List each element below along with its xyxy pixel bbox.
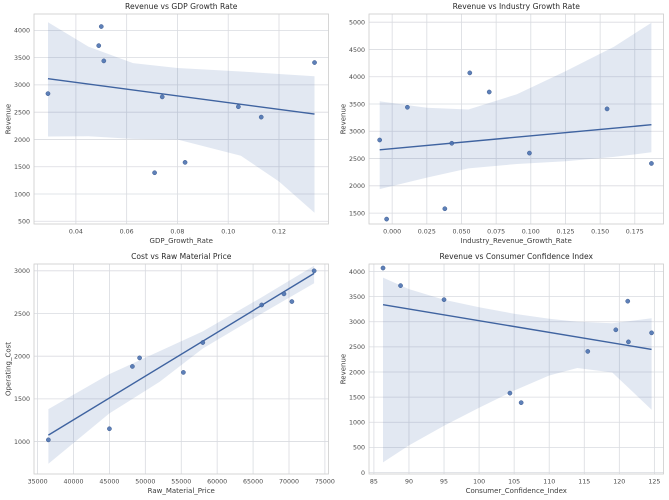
svg-text:120: 120 — [613, 479, 625, 486]
svg-text:0.175: 0.175 — [625, 229, 643, 236]
svg-text:75000: 75000 — [315, 479, 335, 486]
svg-text:Cost vs Raw Material Price: Cost vs Raw Material Price — [131, 252, 232, 261]
svg-text:45000: 45000 — [99, 479, 119, 486]
svg-text:3000: 3000 — [348, 319, 364, 326]
svg-text:1000: 1000 — [14, 191, 30, 198]
svg-text:500: 500 — [352, 445, 364, 452]
svg-text:2000: 2000 — [348, 369, 364, 376]
svg-text:0.125: 0.125 — [556, 229, 574, 236]
svg-text:3500: 3500 — [348, 101, 364, 108]
svg-text:1500: 1500 — [14, 164, 30, 171]
svg-text:0.075: 0.075 — [487, 229, 505, 236]
svg-text:0.000: 0.000 — [383, 229, 401, 236]
svg-text:0.08: 0.08 — [170, 229, 184, 236]
svg-text:Revenue vs Industry Growth Rat: Revenue vs Industry Growth Rate — [452, 2, 580, 11]
svg-text:0.100: 0.100 — [521, 229, 539, 236]
svg-text:Revenue vs GDP Growth Rate: Revenue vs GDP Growth Rate — [125, 2, 238, 11]
svg-text:60000: 60000 — [207, 479, 227, 486]
svg-text:0.050: 0.050 — [452, 229, 470, 236]
scatter-plot-revenue-vs-consumer-confidence: 85 90 95 100 105 110 115 120 125 0 500 1000 1500 2000… — [339, 252, 664, 495]
svg-text:Revenue: Revenue — [339, 354, 347, 385]
svg-text:Raw_Material_Price: Raw_Material_Price — [148, 487, 215, 495]
svg-text:0.10: 0.10 — [221, 229, 235, 236]
svg-text:Revenue vs Consumer Confidence: Revenue vs Consumer Confidence Index — [439, 252, 593, 261]
svg-text:2500: 2500 — [348, 156, 364, 163]
svg-text:95: 95 — [440, 479, 448, 486]
svg-text:2000: 2000 — [14, 353, 30, 360]
svg-text:110: 110 — [543, 479, 555, 486]
scatter-plot-revenue-vs-industry: 0.000 0.025 0.050 0.075 0.100 0.125 0.150 0.175… — [339, 2, 664, 245]
svg-text:3000: 3000 — [14, 268, 30, 275]
svg-text:Revenue: Revenue — [339, 104, 347, 135]
subplot-revenue-vs-industry-growth-rate: 0.000 0.025 0.050 0.075 0.100 0.125 0.150 0.175… — [335, 0, 669, 250]
svg-text:85: 85 — [369, 479, 377, 486]
svg-text:3500: 3500 — [14, 55, 30, 62]
svg-text:4000: 4000 — [348, 74, 364, 81]
svg-text:65000: 65000 — [243, 479, 263, 486]
scatter-plot-revenue-vs-gdp: 0.04 0.06 0.08 0.10 0.12 500 1000 1500 2000 2500 3… — [5, 2, 329, 245]
svg-text:1500: 1500 — [348, 394, 364, 401]
svg-text:70000: 70000 — [279, 479, 299, 486]
svg-text:500: 500 — [18, 219, 30, 226]
svg-text:2500: 2500 — [14, 109, 30, 116]
svg-text:5000: 5000 — [348, 19, 364, 26]
svg-text:Revenue: Revenue — [5, 104, 13, 135]
svg-text:2000: 2000 — [14, 137, 30, 144]
svg-text:GDP_Growth_Rate: GDP_Growth_Rate — [150, 237, 213, 245]
svg-text:1000: 1000 — [348, 420, 364, 427]
svg-text:Operating_Cost: Operating_Cost — [5, 342, 13, 396]
svg-text:2500: 2500 — [14, 311, 30, 318]
svg-text:35000: 35000 — [28, 479, 48, 486]
subplot-revenue-vs-gdp-growth-rate: 0.04 0.06 0.08 0.10 0.12 500 1000 1500 2000 2500 3… — [0, 0, 335, 250]
scatter-plot-cost-vs-raw-material: 35000 40000 45000 50000 55000 60000 65000 70000… — [5, 252, 335, 495]
svg-text:0: 0 — [360, 470, 364, 477]
svg-text:2000: 2000 — [348, 183, 364, 190]
svg-text:0.025: 0.025 — [417, 229, 435, 236]
svg-text:55000: 55000 — [171, 479, 191, 486]
svg-text:0.12: 0.12 — [272, 229, 286, 236]
svg-text:0.150: 0.150 — [591, 229, 609, 236]
svg-text:1000: 1000 — [14, 439, 30, 446]
svg-text:1500: 1500 — [14, 396, 30, 403]
svg-text:1500: 1500 — [348, 210, 364, 217]
svg-text:4000: 4000 — [348, 269, 364, 276]
svg-text:3000: 3000 — [14, 82, 30, 89]
svg-text:Consumer_Confidence_Index: Consumer_Confidence_Index — [465, 487, 566, 495]
svg-text:3500: 3500 — [348, 294, 364, 301]
svg-text:0.06: 0.06 — [120, 229, 134, 236]
subplot-cost-vs-raw-material-price: 35000 40000 45000 50000 55000 60000 65000 70000… — [0, 250, 335, 500]
svg-text:105: 105 — [508, 479, 520, 486]
svg-text:2500: 2500 — [348, 344, 364, 351]
svg-text:40000: 40000 — [63, 479, 83, 486]
svg-text:100: 100 — [473, 479, 485, 486]
subplot-revenue-vs-consumer-confidence: 85 90 95 100 105 110 115 120 125 0 500 1000 1500 2000… — [335, 250, 669, 500]
svg-text:50000: 50000 — [135, 479, 155, 486]
svg-text:0.04: 0.04 — [69, 229, 83, 236]
svg-text:125: 125 — [648, 479, 660, 486]
svg-text:90: 90 — [404, 479, 412, 486]
svg-text:3000: 3000 — [348, 129, 364, 136]
svg-text:4000: 4000 — [14, 28, 30, 35]
svg-text:Industry_Revenue_Growth_Rate: Industry_Revenue_Growth_Rate — [460, 237, 571, 245]
svg-text:115: 115 — [578, 479, 590, 486]
svg-text:4500: 4500 — [348, 47, 364, 54]
